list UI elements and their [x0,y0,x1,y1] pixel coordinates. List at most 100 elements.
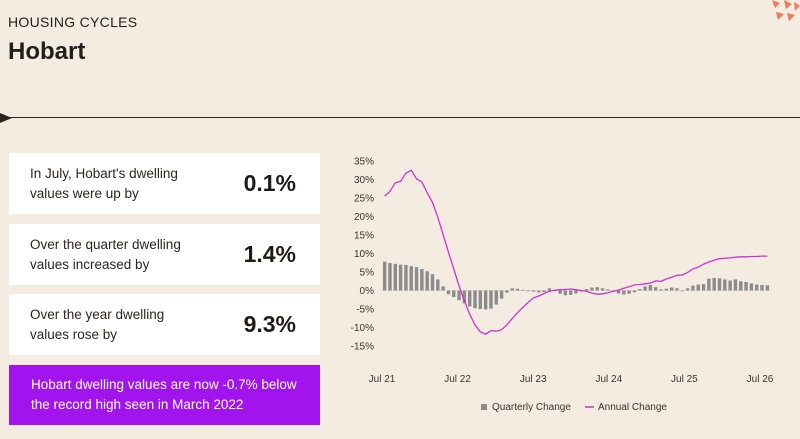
quarterly-change-bar [627,290,631,294]
header-divider [0,117,800,118]
quarterly-change-bar [717,278,722,291]
quarterly-change-bar [685,288,690,291]
housing-cycle-chart: 35% 30% 25% 20% 15% 10% 5% 0% -5% -10% -15% Jul 21 J… [351,157,774,414]
quarterly-change-bar [606,289,610,291]
legend-label-annual: Annual Change [598,402,667,413]
quarterly-change-bar [436,279,440,291]
quarterly-change-bar [467,290,472,307]
quarterly-change-bar [568,290,573,295]
quarterly-change-bar [648,284,653,291]
quarterly-change-bar [696,284,700,291]
y-tick-label: -15% [351,342,374,353]
page-title: Hobart [8,38,86,65]
quarterly-change-bar [462,290,467,304]
quarterly-change-bar [515,288,520,291]
y-tick-label: 25% [354,194,374,205]
legend-label-quarterly: Quarterly Change [492,402,571,413]
quarterly-change-bar [420,269,424,291]
quarterly-change-bar [622,290,626,295]
quarterly-change-bar [404,264,408,291]
quarterly-change-bar [669,287,674,291]
quarterly-change-bar [638,289,642,291]
record-high-callout: Hobart dwelling values are now -0.7% bel… [9,365,320,425]
quarterly-change-bar [382,261,387,291]
quarterly-change-bar [760,284,764,291]
quarterly-change-bar [457,290,461,301]
quarterly-change-bar [499,290,504,299]
quarterly-change-bar [584,289,589,291]
quarterly-change-bar [489,290,493,309]
quarterly-change-bar [526,290,530,292]
quarterly-change-bar [425,271,429,291]
quarterly-change-bar [590,287,594,291]
y-tick-label: 35% [354,157,374,168]
quarterly-change-bar [654,287,658,291]
quarterly-change-bar [723,279,727,291]
y-tick-label: 15% [354,231,374,242]
stat-value: 9.3% [243,311,296,337]
legend-swatch-quarterly [481,404,487,410]
y-tick-label: -5% [356,305,374,316]
quarterly-change-bar [547,288,552,291]
stat-card-quarterly: Over the quarter dwelling values increas… [9,224,320,285]
quarterly-change-bar [755,284,759,291]
quarterly-change-bar [483,290,488,310]
quarterly-change-bar [409,266,413,291]
stat-label: Over the year dwelling values rose by [30,306,165,342]
quarterly-change-bar [632,290,637,293]
x-tick-label: Jul 22 [444,374,471,385]
quarterly-change-bar [558,290,562,294]
quarterly-change-bar [563,290,568,296]
quarterly-change-bar [430,274,435,291]
quarterly-change-bar [542,290,546,292]
quarterly-change-bar [616,290,621,294]
quarterly-change-bar [712,277,716,291]
quarterly-change-bar [691,285,695,291]
quarterly-change-bar [505,290,509,293]
quarterly-change-bar [398,264,403,291]
stat-value: 0.1% [243,170,296,196]
quarterly-change-bar [675,288,679,291]
stat-value: 1.4% [243,241,296,267]
x-tick-label: Jul 25 [671,374,698,385]
quarterly-change-bar [765,285,770,291]
quarterly-change-bar [744,281,748,291]
quarterly-change-bar [414,267,419,291]
quarterly-change-bar [680,290,685,292]
quarterly-change-bar [643,286,647,291]
quarterly-change-bar [595,287,599,291]
quarterly-change-bar [664,288,669,291]
x-tick-label: Jul 21 [369,374,396,385]
y-tick-label: 0% [360,286,375,297]
y-tick-label: 10% [354,249,374,260]
x-tick-label: Jul 26 [747,374,774,385]
quarterly-change-bar [707,278,711,291]
quarterly-change-bar [393,263,397,291]
quarterly-change-bar [388,263,392,291]
quarterly-change-bar [600,288,605,291]
y-tick-label: 20% [354,212,374,223]
quarterly-change-bar [659,289,663,291]
quarterly-change-bar [441,286,445,291]
quarterly-change-bar [574,290,578,294]
stat-card-annual: Over the year dwelling values rose by 9.… [9,294,320,355]
x-tick-label: Jul 24 [595,374,622,385]
stat-label: In July, Hobart's dwelling values were u… [30,165,178,201]
quarterly-change-bar [701,284,706,291]
quarterly-change-bar [749,283,754,291]
y-tick-label: 30% [354,175,374,186]
quarterly-change-bar [733,279,738,291]
quarterly-change-bar [452,290,456,298]
quarterly-change-bar [494,290,498,305]
quarterly-change-bar [510,288,514,291]
x-tick-label: Jul 23 [520,374,547,385]
quarterly-change-bar [728,280,732,291]
y-tick-label: 5% [360,268,375,279]
quarterly-change-bar [553,290,557,292]
brand-logo-icon [772,0,800,21]
stat-card-monthly: In July, Hobart's dwelling values were u… [9,153,320,214]
quarterly-change-bar [537,290,541,293]
quarterly-change-bar [473,290,477,309]
quarterly-change-bar [478,290,483,309]
quarterly-change-bar [521,289,525,291]
